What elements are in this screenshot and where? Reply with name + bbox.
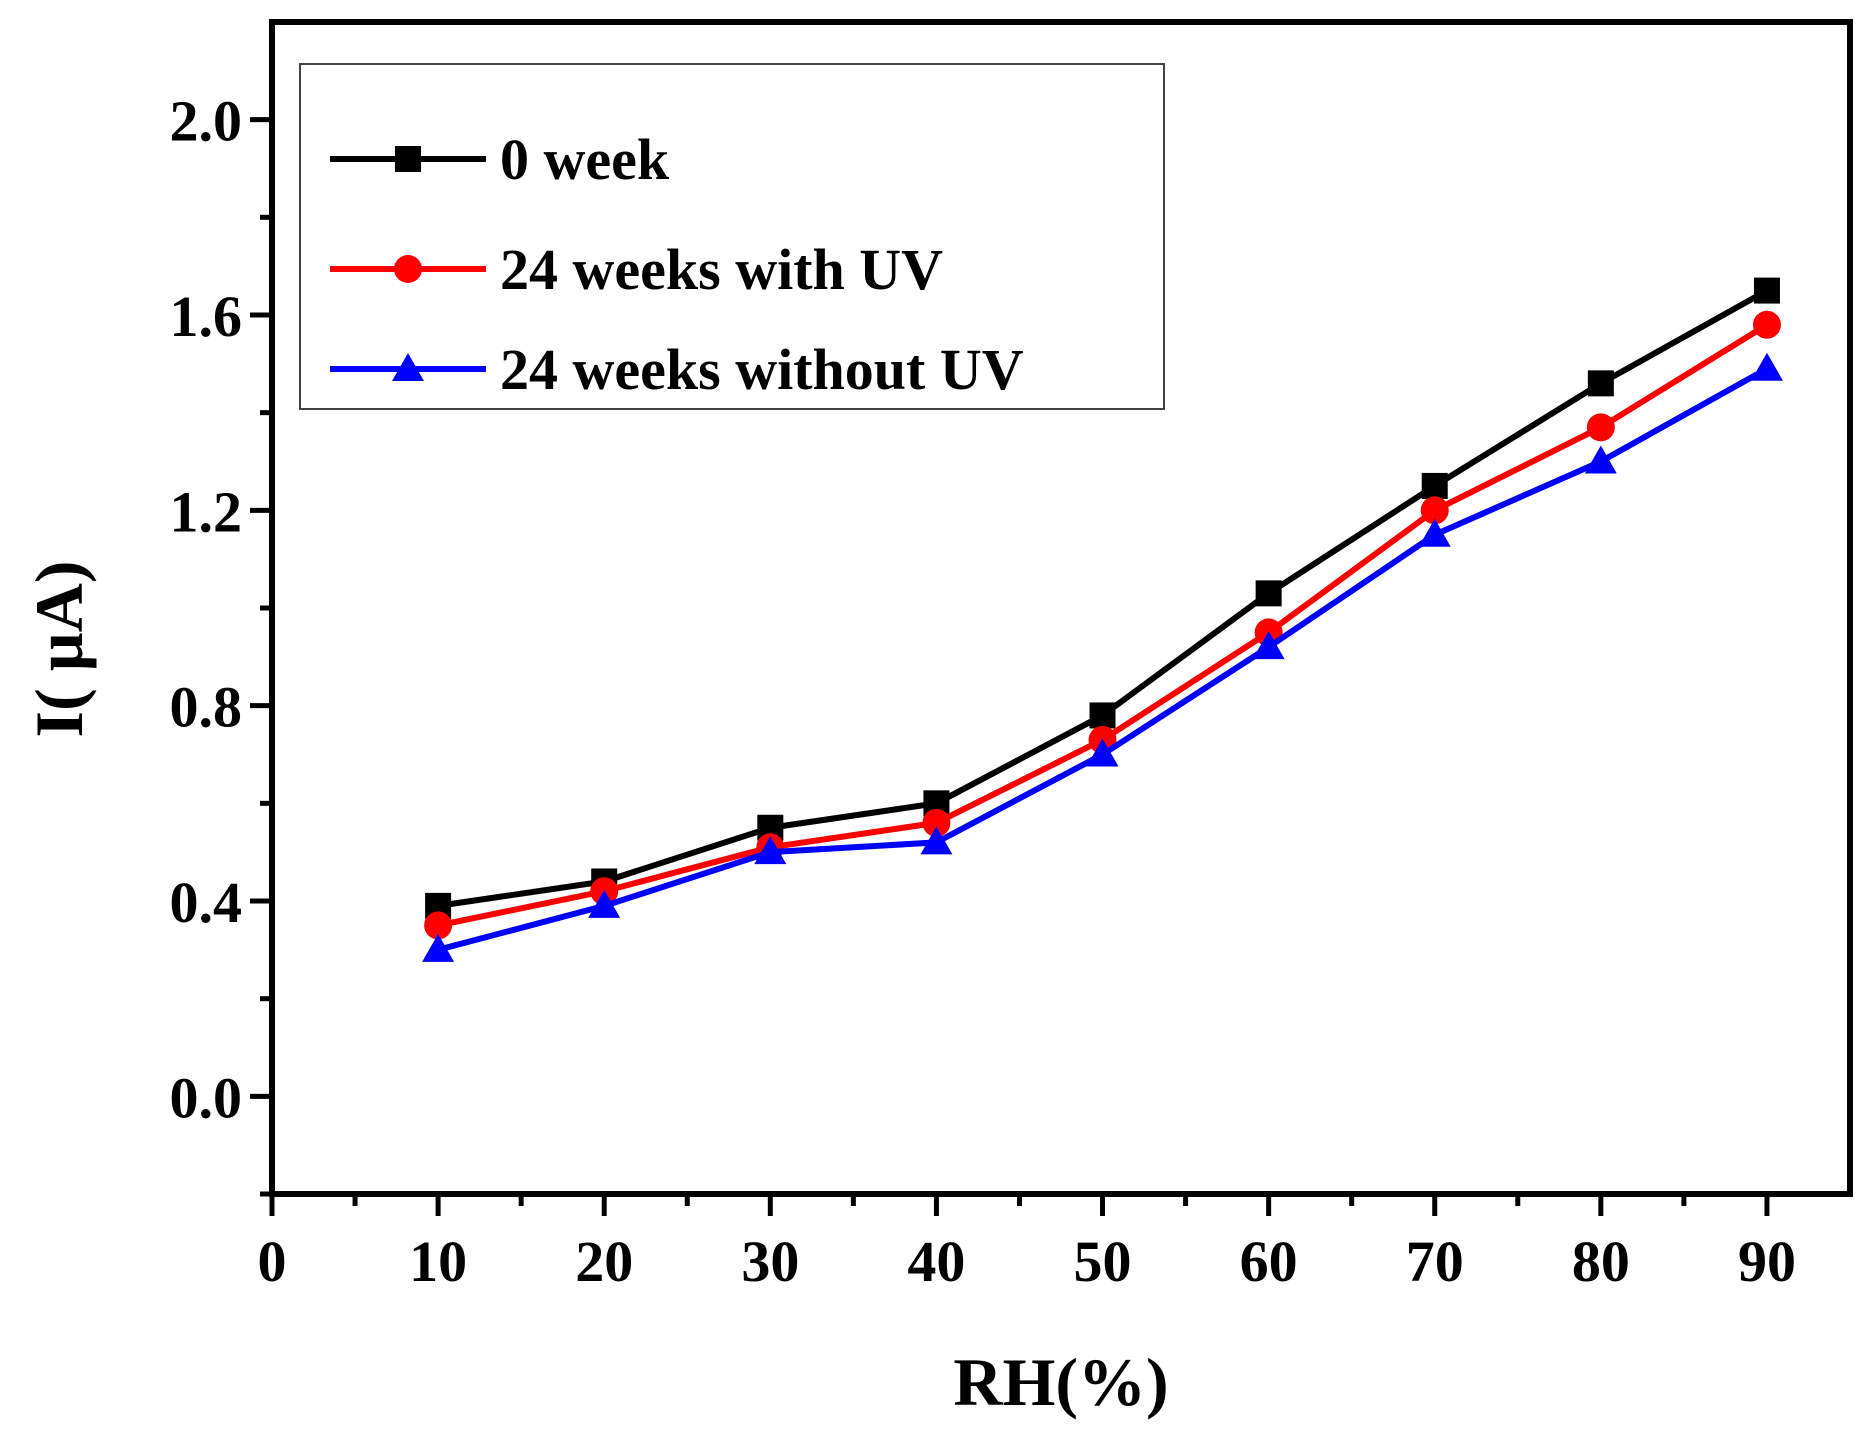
y-tick-label: 0.4 <box>170 870 243 935</box>
x-tick-label: 70 <box>1406 1229 1464 1294</box>
x-axis: 0 10 20 30 40 50 60 70 80 90 <box>258 1194 1796 1294</box>
data-point <box>1089 702 1116 729</box>
x-tick-label: 20 <box>575 1229 633 1294</box>
data-point <box>424 911 453 940</box>
x-tick-label: 40 <box>907 1229 965 1294</box>
data-point <box>1586 413 1615 442</box>
data-point <box>1587 370 1614 397</box>
data-point <box>920 826 953 855</box>
data-point <box>1752 310 1781 339</box>
x-tick-label: 50 <box>1074 1229 1132 1294</box>
legend-label: 24 weeks with UV <box>500 237 943 302</box>
y-tick-label: 1.2 <box>170 479 243 544</box>
legend-item: 24 weeks with UV <box>330 237 943 302</box>
data-point <box>1086 738 1119 767</box>
data-point <box>1584 445 1617 474</box>
legend-box <box>299 63 1165 410</box>
series-layer <box>422 277 1783 962</box>
legend-marker <box>392 353 424 381</box>
series-1 <box>425 277 1780 919</box>
legend-item: 24 weeks without UV <box>330 337 1024 402</box>
x-tick-label: 30 <box>741 1229 799 1294</box>
x-tick-label: 60 <box>1240 1229 1298 1294</box>
legend-marker <box>395 146 421 172</box>
y-tick-label: 0.8 <box>170 675 243 740</box>
data-point <box>1252 631 1285 660</box>
data-point <box>588 889 621 918</box>
data-point <box>422 933 455 962</box>
data-point <box>1418 518 1451 547</box>
data-point <box>1753 277 1780 304</box>
series-3 <box>422 352 1783 962</box>
y-axis-title: I( µA) <box>21 560 97 737</box>
legend: 0 week 24 weeks with UV 24 weeks without U… <box>299 63 1165 410</box>
data-point <box>1421 472 1448 499</box>
data-point <box>1750 352 1783 381</box>
legend-marker <box>394 255 422 283</box>
y-tick-label: 0.0 <box>170 1065 243 1130</box>
data-point <box>754 836 787 865</box>
y-axis: 0.0 0.4 0.8 1.2 1.6 2.0 <box>170 89 272 1197</box>
x-tick-label: 0 <box>258 1229 287 1294</box>
legend-label: 24 weeks without UV <box>500 337 1024 402</box>
legend-item: 0 week <box>330 127 670 192</box>
data-point <box>922 808 951 837</box>
y-tick-label: 2.0 <box>170 89 243 154</box>
legend-label: 0 week <box>500 127 670 192</box>
x-tick-label: 90 <box>1738 1229 1796 1294</box>
x-axis-title: RH(%) <box>953 1344 1168 1420</box>
x-tick-label: 10 <box>409 1229 467 1294</box>
data-point <box>1255 580 1282 607</box>
data-point <box>1420 496 1449 525</box>
y-tick-label: 1.6 <box>170 284 243 349</box>
x-tick-label: 80 <box>1572 1229 1630 1294</box>
